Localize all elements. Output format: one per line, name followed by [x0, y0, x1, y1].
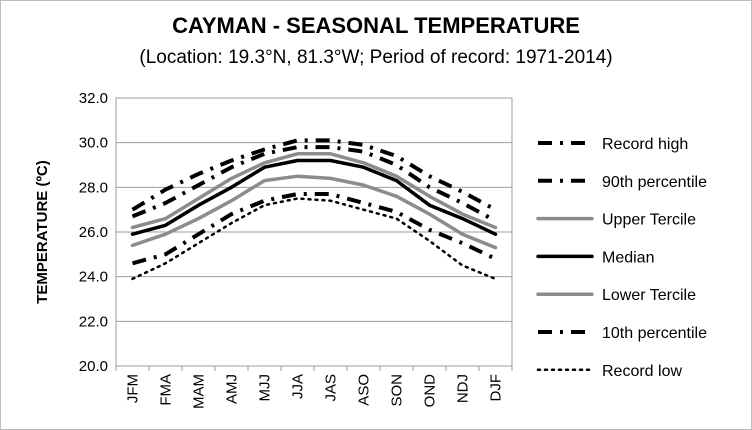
- legend-label-10th-percentile: 10th percentile: [602, 325, 707, 342]
- y-tick-label: 28.0: [79, 179, 108, 196]
- series-line-upper-tercile: [130, 152, 498, 230]
- x-tick-label: SON: [389, 374, 406, 407]
- x-tick-label: ASO: [356, 374, 373, 406]
- series-line-median: [130, 158, 498, 236]
- series-line-record-high: [131, 138, 497, 212]
- legend-label-upper-tercile: Upper Tercile: [602, 212, 696, 229]
- series-line-lower-tercile: [130, 174, 498, 250]
- x-tick-label: MJJ: [257, 374, 274, 402]
- y-tick-label: 32.0: [79, 90, 108, 107]
- x-tick-label: MAM: [191, 374, 208, 409]
- y-tick-label: 30.0: [79, 135, 108, 152]
- x-tick-label: JJA: [290, 374, 307, 399]
- x-tick-label: DJF: [488, 374, 505, 402]
- y-tick-label: 24.0: [79, 269, 108, 286]
- x-tick-label: OND: [422, 374, 439, 408]
- y-axis-label: TEMPERATURE (ºC): [34, 160, 51, 304]
- legend-label-90th-percentile: 90th percentile: [602, 174, 707, 191]
- y-tick-label: 22.0: [79, 313, 108, 330]
- x-tick-label: FMA: [158, 374, 175, 406]
- y-tick-label: 26.0: [79, 224, 108, 241]
- x-tick-label: JAS: [323, 374, 340, 402]
- legend-label-record-high: Record high: [602, 136, 688, 153]
- x-tick-label: JFM: [125, 374, 142, 403]
- chart-subtitle: (Location: 19.3°N, 81.3°W; Period of rec…: [139, 47, 612, 68]
- legend-label-median: Median: [602, 249, 654, 266]
- legend-label-record-low: Record low: [602, 363, 682, 380]
- x-tick-label: AMJ: [224, 374, 241, 404]
- plot-area: 20.0 22.0 24.0 26.0 28.0 30.0 32.0 JFM FMA MAM AMJ…: [79, 90, 513, 409]
- legend-label-lower-tercile: Lower Tercile: [602, 287, 696, 304]
- series-line-90th-percentile: [131, 145, 497, 223]
- x-tick-label: NDJ: [455, 374, 472, 403]
- series-line-10th-percentile: [131, 192, 497, 266]
- y-tick-label: 20.0: [79, 358, 108, 375]
- chart-title: CAYMAN - SEASONAL TEMPERATURE: [172, 13, 580, 38]
- legend: Record high 90th percentile Upper Tercile M…: [536, 136, 707, 380]
